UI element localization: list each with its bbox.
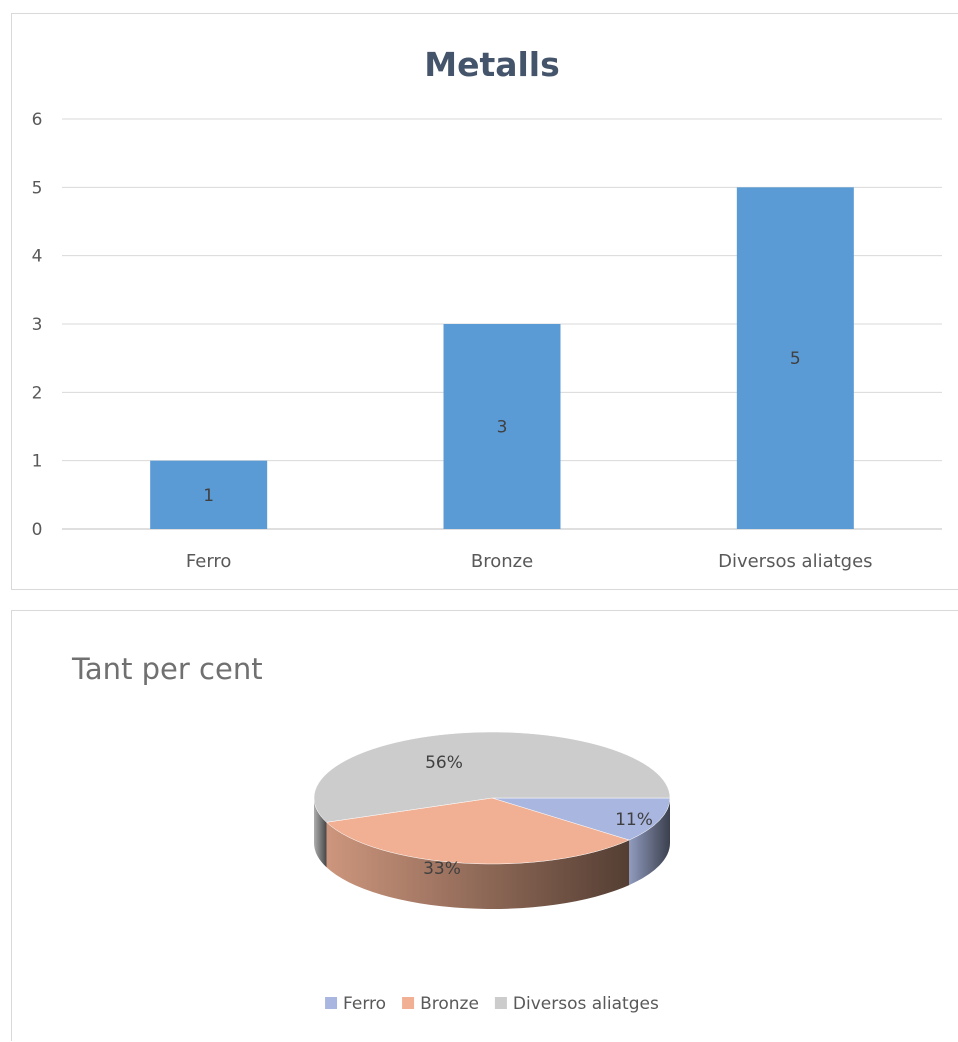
- bar-y-tick-label: 0: [32, 520, 43, 540]
- bar: [443, 324, 561, 529]
- pie-data-label: 56%: [425, 753, 463, 773]
- pie-slice-side: [326, 822, 630, 909]
- pie-data-label: 33%: [423, 859, 461, 879]
- pie-slice: [325, 797, 630, 865]
- bar-data-label: 1: [203, 486, 214, 506]
- bar-y-axis: 0 1 2 3 4 5 6: [32, 110, 43, 540]
- bar-chart-title: Metalls: [424, 45, 560, 84]
- pie-legend-swatch: [494, 997, 507, 1009]
- bar-y-tick-label: 4: [32, 247, 43, 267]
- bar-y-tick-label: 5: [32, 178, 43, 198]
- bar-y-tick-label: 3: [32, 315, 43, 335]
- pie-slice-side: [314, 798, 327, 868]
- pie-data-labels: 11% 33% 56%: [423, 753, 653, 879]
- bar-x-axis: Ferro Bronze Diversos aliatges: [186, 551, 873, 572]
- pie-series: [313, 731, 671, 909]
- pie-legend-label: Diversos aliatges: [513, 994, 659, 1014]
- bar-chart: Metalls 0 1 2 3 4 5 6 1 3 5 Ferro Bronze Diversos …: [32, 45, 942, 572]
- bar-x-tick-label: Bronze: [471, 551, 533, 572]
- pie-slice-side: [629, 798, 670, 886]
- bar-x-tick-label: Diversos aliatges: [718, 551, 872, 572]
- bar-x-tick-label: Ferro: [186, 551, 232, 572]
- bar-series: 1 3 5: [150, 187, 854, 530]
- pie-legend-swatch: [325, 997, 338, 1009]
- pie-data-label: 11%: [615, 810, 653, 830]
- bar-y-tick-label: 1: [32, 452, 43, 472]
- bar: [736, 187, 854, 530]
- pie-chart-panel: Tant per cent 11% 33% 56% Ferro Bronze Diver…: [11, 610, 958, 1041]
- bar-y-tick-label: 6: [32, 110, 43, 130]
- pie-chart-title: Tant per cent: [71, 652, 263, 686]
- pie-legend-label: Ferro: [343, 994, 386, 1014]
- pie-legend-label: Bronze: [420, 994, 479, 1014]
- pie-legend-swatch: [402, 997, 415, 1009]
- pie-slice: [491, 797, 671, 841]
- bar: [150, 460, 268, 529]
- bar-y-tick-label: 2: [32, 383, 43, 403]
- pie-slice: [313, 731, 671, 823]
- bar-data-label: 5: [790, 349, 801, 369]
- bar-data-label: 3: [497, 418, 508, 438]
- bar-chart-panel: Metalls 0 1 2 3 4 5 6 1 3 5 Ferro Bronze Diversos …: [11, 13, 958, 590]
- pie-legend: Ferro Bronze Diversos aliatges: [325, 994, 659, 1014]
- pie-chart: Tant per cent 11% 33% 56% Ferro Bronze Diver…: [71, 652, 671, 1014]
